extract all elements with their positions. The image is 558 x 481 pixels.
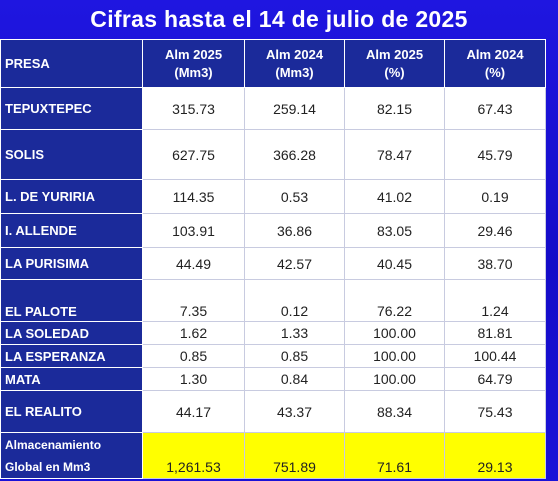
pct-2024-cell: 38.70: [444, 247, 546, 280]
presa-name: LA ESPERANZA: [0, 344, 143, 368]
pct-2024-cell: 1.24: [444, 279, 546, 322]
presa-name: MATA: [0, 367, 143, 391]
alm-2024-cell: 1.33: [244, 321, 345, 345]
table-row: MATA 1.30 0.84 100.00 64.79: [0, 367, 546, 391]
total-label-line: Almacenamiento: [5, 437, 102, 452]
alm-2025-cell: 315.73: [142, 87, 245, 130]
alm-2024-cell: 42.57: [244, 247, 345, 280]
pct-2025-cell: 88.34: [344, 390, 445, 433]
header-line: (Mm3): [174, 64, 213, 80]
table-header-row: PRESA Alm 2025 (Mm3) Alm 2024 (Mm3) Alm …: [0, 39, 546, 88]
alm-2024-cell: 0.12: [244, 279, 345, 322]
alm-2025-cell: 114.35: [142, 179, 245, 214]
pct-2025-cell: 100.00: [344, 321, 445, 345]
pct-2024-cell: 29.46: [444, 213, 546, 248]
total-row: Almacenamiento Global en Mm3 1,261.53 75…: [0, 432, 546, 479]
alm-2025-cell: 44.49: [142, 247, 245, 280]
page-title: Cifras hasta el 14 de julio de 2025: [90, 6, 468, 32]
table-row: LA PURISIMA 44.49 42.57 40.45 38.70: [0, 247, 546, 280]
presa-name: EL PALOTE: [0, 279, 143, 322]
pct-2025-cell: 100.00: [344, 344, 445, 368]
total-label: Almacenamiento Global en Mm3: [0, 432, 143, 479]
alm-2025-cell: 627.75: [142, 129, 245, 180]
presa-name: I. ALLENDE: [0, 213, 143, 248]
table-row: TEPUXTEPEC 315.73 259.14 82.15 67.43: [0, 87, 546, 130]
table-row: LA SOLEDAD 1.62 1.33 100.00 81.81: [0, 321, 546, 345]
header-line: Alm 2024: [466, 46, 524, 62]
pct-2024-cell: 75.43: [444, 390, 546, 433]
total-pct-2024: 29.13: [444, 432, 546, 479]
pct-2024-cell: 64.79: [444, 367, 546, 391]
table-row: SOLIS 627.75 366.28 78.47 45.79: [0, 129, 546, 180]
pct-2024-cell: 81.81: [444, 321, 546, 345]
presa-name: EL REALITO: [0, 390, 143, 433]
alm-2024-cell: 366.28: [244, 129, 345, 180]
alm-2024-cell: 36.86: [244, 213, 345, 248]
pct-2025-cell: 78.47: [344, 129, 445, 180]
alm-2024-cell: 0.84: [244, 367, 345, 391]
table-row: I. ALLENDE 103.91 36.86 83.05 29.46: [0, 213, 546, 248]
alm-2025-cell: 103.91: [142, 213, 245, 248]
presa-name: SOLIS: [0, 129, 143, 180]
alm-2025-cell: 44.17: [142, 390, 245, 433]
table-row: EL REALITO 44.17 43.37 88.34 75.43: [0, 390, 546, 433]
header-presa: PRESA: [0, 39, 143, 88]
table-row: EL PALOTE 7.35 0.12 76.22 1.24: [0, 279, 546, 322]
pct-2024-cell: 67.43: [444, 87, 546, 130]
presa-name: TEPUXTEPEC: [0, 87, 143, 130]
alm-2025-cell: 1.30: [142, 367, 245, 391]
header-line: (Mm3): [275, 64, 314, 80]
pct-2024-cell: 45.79: [444, 129, 546, 180]
header-line: Alm 2025: [365, 46, 424, 62]
alm-2025-cell: 0.85: [142, 344, 245, 368]
pct-2025-cell: 100.00: [344, 367, 445, 391]
header-line: Alm 2025: [164, 46, 223, 62]
pct-2025-cell: 82.15: [344, 87, 445, 130]
header-alm-2024-pct: Alm 2024 (%): [444, 39, 546, 88]
total-alm-2025: 1,261.53: [142, 432, 245, 479]
pct-2024-cell: 100.44: [444, 344, 546, 368]
table-row: L. DE YURIRIA 114.35 0.53 41.02 0.19: [0, 179, 546, 214]
alm-2024-cell: 259.14: [244, 87, 345, 130]
total-label-line: Global en Mm3: [5, 459, 91, 474]
alm-2025-cell: 7.35: [142, 279, 245, 322]
alm-2024-cell: 0.53: [244, 179, 345, 214]
pct-2025-cell: 83.05: [344, 213, 445, 248]
pct-2025-cell: 76.22: [344, 279, 445, 322]
header-line: (%): [384, 64, 405, 80]
alm-2024-cell: 0.85: [244, 344, 345, 368]
presa-name: LA PURISIMA: [0, 247, 143, 280]
reservoir-table: PRESA Alm 2025 (Mm3) Alm 2024 (Mm3) Alm …: [0, 39, 546, 479]
header-alm-2025-mm3: Alm 2025 (Mm3): [142, 39, 245, 88]
table-row: LA ESPERANZA 0.85 0.85 100.00 100.44: [0, 344, 546, 368]
pct-2024-cell: 0.19: [444, 179, 546, 214]
total-alm-2024: 751.89: [244, 432, 345, 479]
pct-2025-cell: 41.02: [344, 179, 445, 214]
pct-2025-cell: 40.45: [344, 247, 445, 280]
presa-name: LA SOLEDAD: [0, 321, 143, 345]
alm-2024-cell: 43.37: [244, 390, 345, 433]
header-alm-2025-pct: Alm 2025 (%): [344, 39, 445, 88]
header-line: Alm 2024: [265, 46, 324, 62]
header-line: (%): [484, 64, 506, 80]
presa-name: L. DE YURIRIA: [0, 179, 143, 214]
total-pct-2025: 71.61: [344, 432, 445, 479]
alm-2025-cell: 1.62: [142, 321, 245, 345]
header-alm-2024-mm3: Alm 2024 (Mm3): [244, 39, 345, 88]
